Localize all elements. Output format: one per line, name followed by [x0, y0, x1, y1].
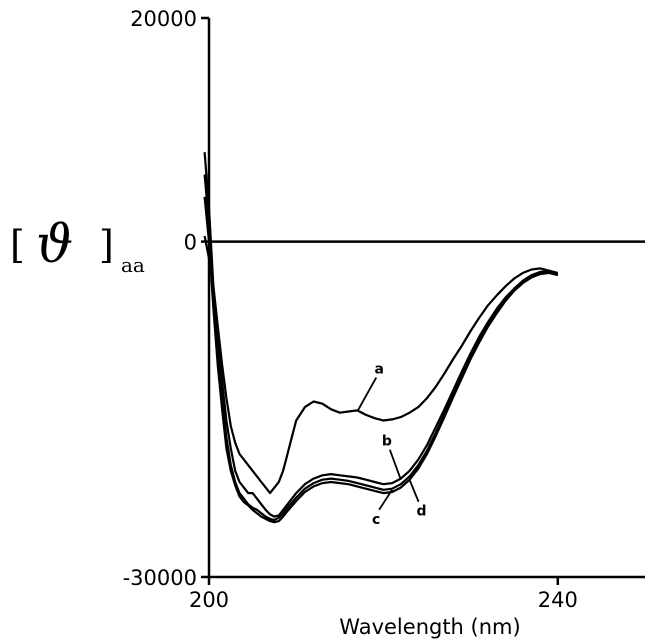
series-label-b: b — [382, 434, 392, 450]
y-label-symbol: ϑ — [36, 215, 73, 275]
series-line-a — [203, 235, 559, 495]
series-lines — [203, 152, 559, 524]
axes — [207, 18, 645, 579]
series-label-leader — [408, 479, 420, 503]
series-line-c — [203, 174, 559, 522]
x-tick-label: 200 — [189, 588, 229, 612]
y-label-bracket-close: ] — [99, 223, 114, 267]
series-label-a: a — [375, 362, 384, 378]
y-tick-label: -30000 — [123, 566, 197, 590]
y-tick-label: 0 — [184, 231, 197, 255]
x-axis-title: Wavelength (nm) — [339, 615, 520, 639]
x-tick-label: 240 — [538, 588, 578, 612]
series-label-c: c — [372, 512, 380, 528]
series-line-d — [203, 196, 559, 524]
y-axis-title: [ ϑ ] aa — [10, 215, 145, 277]
y-tick-label: 20000 — [130, 7, 197, 31]
series-label-leader — [388, 449, 402, 481]
series-labels: a b c d — [356, 362, 427, 528]
y-label-subscript: aa — [121, 253, 145, 277]
series-label-d: d — [417, 504, 427, 520]
series-line-b — [203, 152, 559, 518]
y-label-bracket-open: [ — [10, 223, 25, 267]
series-label-leader — [378, 489, 393, 511]
series-label-leader — [356, 377, 378, 412]
